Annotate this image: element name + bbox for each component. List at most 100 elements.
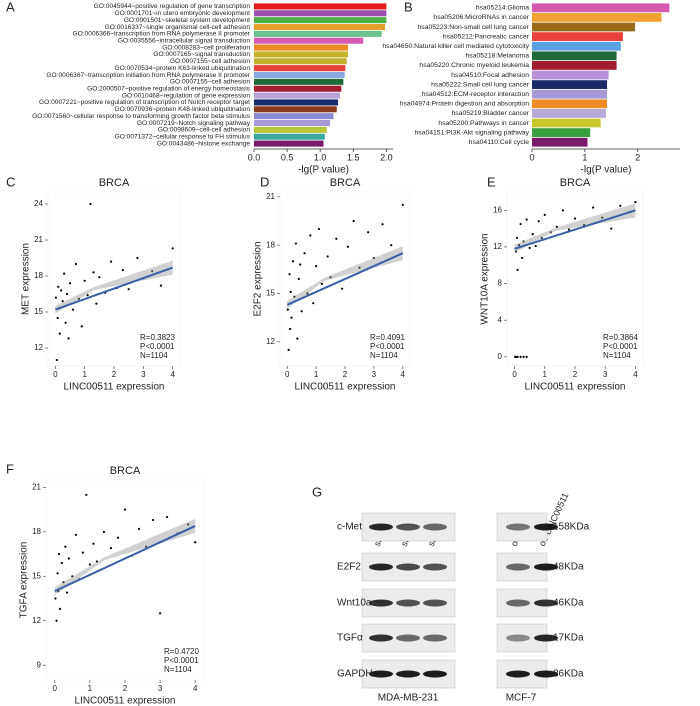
category-label: hsa05222:Small cell lung cancer — [431, 81, 530, 88]
y-tick-label: 9 — [37, 660, 42, 669]
point — [89, 202, 92, 206]
x-tick-label: 4 — [633, 370, 638, 379]
point — [549, 231, 552, 234]
annotation: R=0.3823 — [140, 333, 175, 342]
bar — [254, 51, 348, 58]
annotation: N=1104 — [164, 665, 192, 674]
category-label: hsa04974:Protein digestion and absorptio… — [400, 101, 529, 108]
category-label: GO:2000507~positive regulation of energy… — [87, 85, 251, 92]
x-tick-label: 0 — [285, 370, 290, 379]
point — [528, 246, 531, 249]
x-tick-label: 2 — [635, 152, 640, 162]
y-axis-label: WNT10A expression — [480, 233, 491, 324]
annotation: N=1104 — [603, 351, 631, 360]
category-label: GO:0071372~cellular response to FH stimu… — [115, 133, 251, 140]
point — [109, 260, 113, 263]
point — [54, 296, 58, 299]
x-tick-label: 4 — [170, 370, 175, 379]
y-tick-label: 24 — [34, 199, 43, 208]
point — [194, 541, 197, 544]
point — [288, 273, 291, 276]
category-label: hsa05214:Glioma — [476, 5, 529, 12]
band — [506, 599, 530, 607]
category-label: GO:0045944~positive regulation of gene t… — [94, 3, 251, 10]
trend-line — [54, 525, 196, 593]
y-tick-label: 18 — [266, 240, 275, 249]
x-axis-label: LINC00511 expression — [64, 382, 165, 393]
chart-title: BRCA — [110, 465, 141, 477]
y-tick-label: 15 — [266, 289, 275, 298]
bar — [532, 22, 636, 32]
point — [67, 337, 70, 340]
point — [71, 308, 75, 311]
category-label: GO:0001501~skeletal system development — [124, 17, 250, 24]
bar — [532, 118, 601, 128]
point — [121, 268, 124, 272]
confidence-band — [287, 246, 403, 309]
category-label: GO:0006366~transcription from RNA polyme… — [72, 31, 250, 38]
point — [522, 355, 525, 358]
category-label: GO:0010468~regulation of gene expression — [122, 92, 250, 99]
bar — [532, 109, 606, 118]
band — [423, 523, 447, 531]
x-tick-label: 0 — [512, 370, 517, 379]
point — [289, 290, 292, 293]
category-label: GO:0071560~cellular response to transfor… — [32, 113, 251, 120]
point — [514, 250, 518, 253]
point — [317, 227, 321, 231]
point — [299, 263, 302, 266]
annotation: P<0.0001 — [370, 342, 405, 351]
point — [306, 292, 309, 295]
size-label: 46KDa — [553, 598, 584, 609]
band — [506, 563, 530, 571]
point — [58, 332, 61, 335]
band — [369, 523, 393, 531]
bar — [254, 106, 337, 113]
point — [137, 527, 141, 530]
x-tick-label: 0 — [53, 684, 58, 693]
point — [519, 222, 522, 226]
band — [369, 599, 393, 607]
x-axis-label: LINC00511 expression — [295, 382, 396, 393]
point — [171, 247, 174, 250]
point — [312, 302, 315, 305]
band — [369, 670, 393, 678]
chart-title: BRCA — [330, 177, 361, 189]
protein-label: E2F2 — [337, 562, 361, 573]
band — [506, 634, 530, 642]
bar — [532, 89, 608, 99]
category-label: GO:0035556~intracellular signal transduc… — [118, 37, 250, 44]
bar — [532, 41, 621, 51]
point — [315, 265, 318, 268]
x-tick-label: 3 — [372, 370, 377, 379]
point — [58, 607, 62, 610]
annotation: P<0.0001 — [603, 342, 638, 351]
band — [396, 599, 420, 607]
band — [369, 563, 393, 571]
band — [423, 634, 447, 642]
protein-label: GAPDH — [337, 669, 373, 680]
point — [61, 300, 64, 303]
point — [74, 533, 77, 536]
x-tick-label: 1 — [82, 370, 87, 379]
y-tick-label: 12 — [32, 616, 41, 625]
bar — [254, 92, 341, 99]
point — [341, 287, 344, 290]
point — [291, 260, 295, 263]
bar — [254, 30, 382, 37]
point — [358, 266, 361, 269]
x-tick-label: 2.0 — [380, 152, 393, 162]
band — [534, 670, 558, 678]
point — [81, 551, 84, 554]
band — [396, 523, 420, 531]
band — [396, 634, 420, 642]
bar — [532, 3, 670, 13]
category-label: GO:0007219~Notch signaling pathway — [137, 120, 251, 127]
point — [619, 204, 622, 207]
annotation: P<0.0001 — [164, 656, 199, 665]
point — [109, 547, 113, 550]
point — [401, 203, 404, 206]
point — [515, 236, 519, 239]
bar — [254, 113, 334, 120]
